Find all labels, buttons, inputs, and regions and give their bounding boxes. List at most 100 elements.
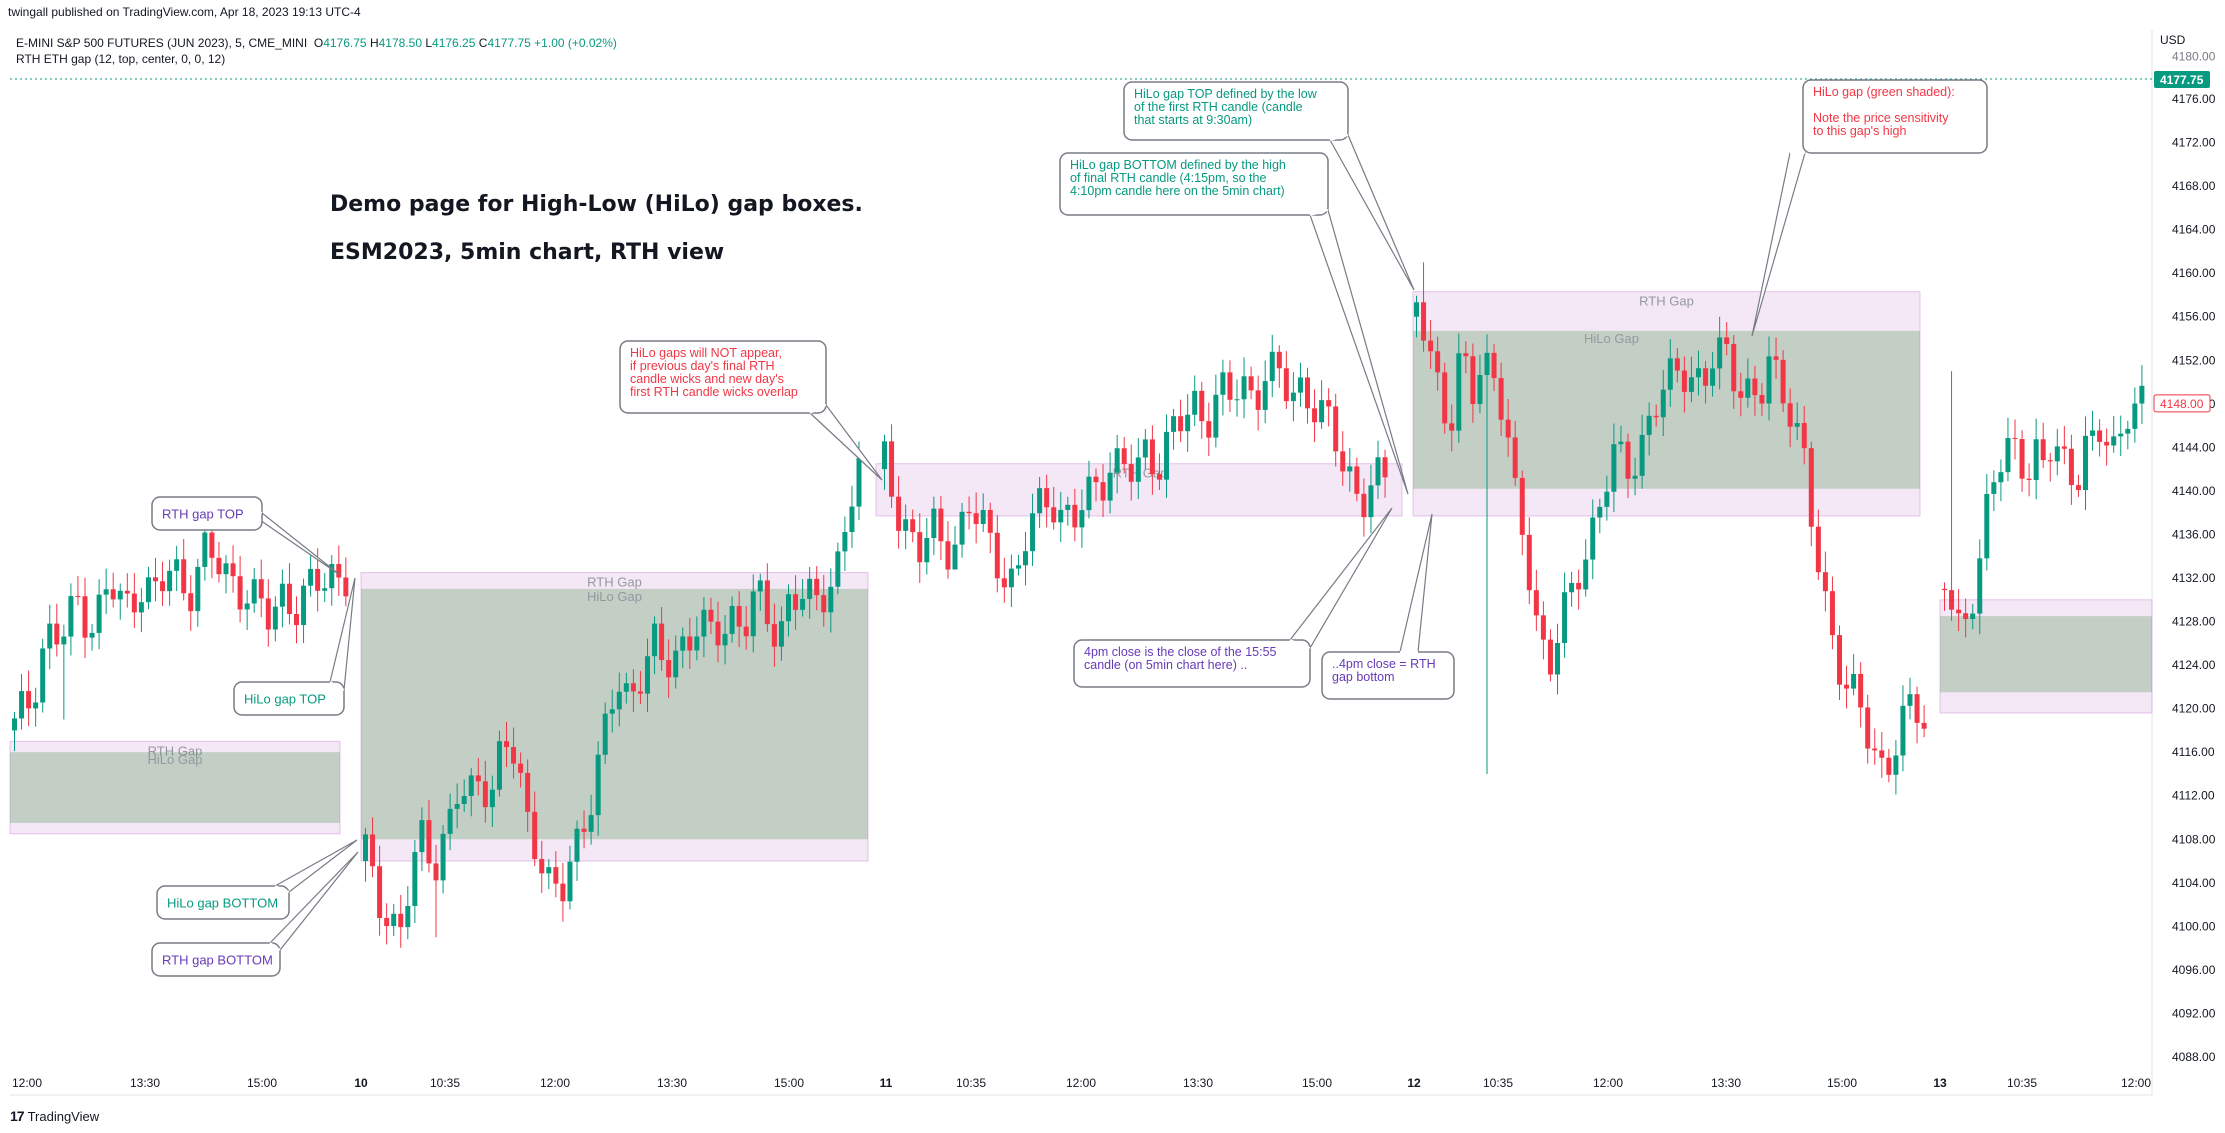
candle-body <box>33 702 39 709</box>
callout[interactable]: RTH gap TOP <box>151 496 341 576</box>
tradingview-logo[interactable]: 17 TradingView <box>10 1108 99 1124</box>
rth-gap-label: RTH Gap <box>587 575 642 590</box>
callout-text: RTH gap BOTTOM <box>162 953 273 968</box>
candle-body <box>1058 509 1064 523</box>
candle-body <box>1893 755 1899 775</box>
candle-body <box>793 594 799 610</box>
hilo-gap-label: HiLo Gap <box>1584 331 1639 346</box>
candle-body <box>68 596 74 637</box>
x-tick-label: 13:30 <box>1183 1076 1213 1090</box>
candle-body <box>47 623 53 649</box>
candle-body <box>1171 416 1177 432</box>
candle-body <box>1128 464 1134 482</box>
hilo-gap-box <box>10 752 340 823</box>
candle-body <box>2054 446 2060 462</box>
candle-body <box>1970 613 1976 620</box>
candle-body <box>1794 423 1800 427</box>
candle-body <box>1142 439 1148 458</box>
candle-body <box>96 594 102 633</box>
candle-body <box>145 577 151 603</box>
candle-body <box>1540 615 1546 640</box>
symbol-legend[interactable]: E-MINI S&P 500 FUTURES (JUN 2023), 5, CM… <box>16 36 617 50</box>
candle-body <box>329 564 335 589</box>
candle-body <box>1963 613 1969 620</box>
callout[interactable]: HiLo gaps will NOT appear,if previous da… <box>619 340 883 481</box>
x-tick-label: 12:00 <box>1066 1076 1096 1090</box>
change-value: +1.00 (+0.02%) <box>534 36 617 50</box>
callout-pointer-joint <box>269 942 281 951</box>
candle-body <box>609 709 615 714</box>
candle-body <box>188 593 194 612</box>
candle-body <box>286 583 292 614</box>
callout-box <box>151 496 263 531</box>
hilo-gap-box <box>1940 616 2152 693</box>
candle-body <box>181 559 187 594</box>
candle-body <box>966 511 972 514</box>
candle-body <box>1956 609 1962 614</box>
candle-body <box>2097 430 2103 442</box>
callout[interactable]: HiLo gap BOTTOM <box>156 839 358 920</box>
callout-box <box>1073 639 1311 688</box>
candle-body <box>363 834 368 862</box>
candle-body <box>1382 457 1388 478</box>
candle-body <box>574 828 580 862</box>
candle-body <box>160 581 166 592</box>
rth-gap-label: RTH Gap <box>148 743 203 758</box>
y-tick-label: 4104.00 <box>2172 876 2216 890</box>
candle-body <box>1100 482 1106 501</box>
candle-body <box>595 754 601 816</box>
marker-price-value: 4148.00 <box>2160 397 2204 411</box>
candle-body <box>1470 356 1476 405</box>
candle-body <box>1745 378 1751 398</box>
candle-body <box>1107 472 1113 501</box>
y-tick-label: 4180.00 <box>2172 49 2216 63</box>
candle-body <box>454 804 460 809</box>
candle-body <box>237 576 243 610</box>
candle-body <box>1206 421 1212 438</box>
candle-body <box>764 580 770 625</box>
candle-body <box>1051 507 1057 523</box>
candle-body <box>952 544 958 570</box>
candle-body <box>821 595 827 613</box>
candle-body <box>1590 517 1596 560</box>
candle-body <box>1414 302 1419 317</box>
y-tick-label: 4120.00 <box>2172 702 2216 716</box>
callout-pointer-joint <box>274 885 290 893</box>
candle-body <box>1276 351 1282 369</box>
candle-body <box>1361 493 1367 518</box>
candle-body <box>673 650 679 678</box>
candle-body <box>1505 419 1511 438</box>
callout[interactable]: HiLo gap TOP <box>233 577 356 716</box>
x-tick-label: 10:35 <box>2007 1076 2037 1090</box>
candle-body <box>1681 370 1687 392</box>
candle-body <box>1526 534 1532 591</box>
candle-body <box>1213 394 1219 438</box>
y-tick-label: 4124.00 <box>2172 658 2216 672</box>
candle-body <box>1312 408 1318 423</box>
candle-body <box>1484 352 1490 376</box>
indicator-legend[interactable]: RTH ETH gap (12, top, center, 0, 0, 12) <box>16 52 226 66</box>
callout-text: HiLo gaps will NOT appear, <box>630 346 782 360</box>
callout-box <box>619 340 827 414</box>
y-tick-label: 4176.00 <box>2172 92 2216 106</box>
candle-body <box>2104 441 2110 446</box>
callout[interactable]: RTH gap BOTTOM <box>151 851 359 977</box>
candle-body <box>2083 435 2088 490</box>
candle-body <box>2026 478 2032 481</box>
candle-body <box>195 566 201 612</box>
callout[interactable]: 4pm close is the close of the 15:55candl… <box>1073 507 1393 688</box>
callout[interactable]: HiLo gap (green shaded): Note the price s… <box>1751 79 1988 337</box>
candle-body <box>659 623 665 661</box>
candle-body <box>1688 377 1694 392</box>
y-tick-label: 4116.00 <box>2172 745 2215 759</box>
candle-body <box>1604 491 1610 507</box>
open-value: 4176.75 <box>323 36 367 50</box>
candle-body <box>1822 572 1828 592</box>
candle-body <box>12 718 17 731</box>
candle-body <box>1710 368 1716 386</box>
candle-body <box>1079 510 1085 528</box>
